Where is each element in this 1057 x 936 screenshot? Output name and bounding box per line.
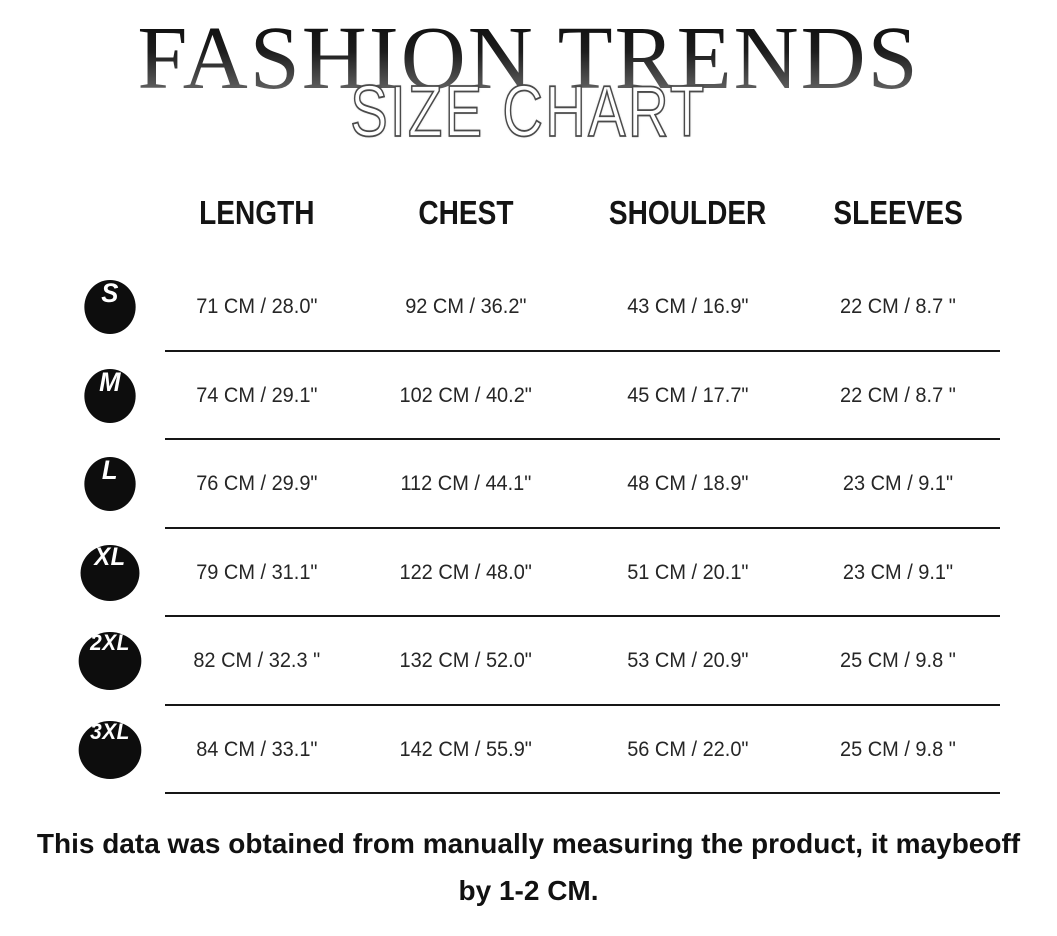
size-badge-cell: XL: [57, 544, 162, 601]
measurement-note-line2: by 1-2 CM.: [458, 875, 599, 906]
length-cell: 74 CM / 29.1": [196, 383, 318, 407]
sleeves-cell: 22 CM / 8.7 ": [840, 295, 956, 319]
size-chart-title-text: SIZE CHART: [350, 72, 707, 152]
row-divider: [165, 615, 1000, 617]
row-divider: [165, 438, 1000, 440]
size-chart-title: SIZE CHART: [0, 72, 1057, 152]
length-cell: 71 CM / 28.0": [196, 295, 318, 319]
row-divider: [165, 349, 1000, 352]
size-badge-l: L: [83, 457, 136, 512]
table-row-3xl: 3XL 84 CM / 33.1" 142 CM / 55.9" 56 CM /…: [57, 706, 1000, 794]
shoulder-cell: 53 CM / 20.9": [626, 649, 749, 673]
sleeves-cell: 23 CM / 9.1": [842, 560, 954, 584]
table-row-xl: XL 79 CM / 31.1" 122 CM / 48.0" 51 CM / …: [57, 529, 1000, 617]
column-header-length: LENGTH: [199, 194, 315, 231]
size-table: LENGTH CHEST SHOULDER SLEEVES S 71 CM / …: [57, 190, 1000, 794]
row-divider: [165, 792, 1000, 794]
length-cell: 84 CM / 33.1": [196, 737, 318, 761]
measurement-note: This data was obtained from manually mea…: [0, 820, 1057, 914]
size-badge-m: M: [83, 368, 136, 423]
table-row-2xl: 2XL 82 CM / 32.3 " 132 CM / 52.0" 53 CM …: [57, 617, 1000, 706]
shoulder-cell: 43 CM / 16.9": [626, 295, 749, 319]
column-header-shoulder: SHOULDER: [608, 194, 767, 231]
row-divider: [165, 526, 1000, 529]
measurement-note-line1: This data was obtained from manually mea…: [36, 828, 1021, 859]
size-badge-cell: M: [57, 368, 162, 423]
shoulder-cell: 51 CM / 20.1": [626, 560, 749, 584]
table-row-m: M 74 CM / 29.1" 102 CM / 40.2" 45 CM / 1…: [57, 352, 1000, 440]
chest-cell: 142 CM / 55.9": [399, 737, 532, 761]
row-divider: [165, 703, 1000, 706]
size-badge-cell: S: [57, 280, 162, 335]
chest-cell: 122 CM / 48.0": [399, 560, 532, 584]
length-cell: 76 CM / 29.9": [196, 472, 318, 496]
table-header-row: LENGTH CHEST SHOULDER SLEEVES: [57, 190, 1000, 236]
shoulder-cell: 48 CM / 18.9": [626, 472, 749, 496]
shoulder-cell: 45 CM / 17.7": [626, 383, 749, 407]
table-row-s: S 71 CM / 28.0" 92 CM / 36.2" 43 CM / 16…: [57, 263, 1000, 352]
sleeves-cell: 25 CM / 9.8 ": [840, 649, 956, 673]
size-badge-cell: 2XL: [57, 632, 162, 691]
table-row-l: L 76 CM / 29.9" 112 CM / 44.1" 48 CM / 1…: [57, 440, 1000, 529]
chest-cell: 102 CM / 40.2": [399, 383, 532, 407]
table-body: S 71 CM / 28.0" 92 CM / 36.2" 43 CM / 16…: [57, 263, 1000, 794]
size-badge-s: S: [83, 280, 136, 335]
chest-cell: 112 CM / 44.1": [400, 472, 531, 496]
size-badge-cell: L: [57, 457, 162, 512]
column-header-chest: CHEST: [417, 194, 514, 231]
size-badge-xl: XL: [80, 544, 139, 601]
size-badge-3xl: 3XL: [78, 720, 141, 779]
length-cell: 79 CM / 31.1": [196, 560, 318, 584]
sleeves-cell: 23 CM / 9.1": [842, 472, 954, 496]
chest-cell: 92 CM / 36.2": [404, 295, 527, 319]
size-badge-2xl: 2XL: [78, 632, 141, 691]
length-cell: 82 CM / 32.3 ": [193, 649, 321, 673]
brand-title: FASHION TRENDS: [0, 14, 1057, 104]
size-badge-cell: 3XL: [57, 720, 162, 779]
shoulder-cell: 56 CM / 22.0": [626, 737, 749, 761]
column-header-sleeves: SLEEVES: [833, 194, 963, 231]
header: FASHION TRENDS SIZE CHART: [0, 0, 1057, 170]
chest-cell: 132 CM / 52.0": [399, 649, 532, 673]
sleeves-cell: 25 CM / 9.8 ": [840, 737, 956, 761]
sleeves-cell: 22 CM / 8.7 ": [840, 383, 956, 407]
